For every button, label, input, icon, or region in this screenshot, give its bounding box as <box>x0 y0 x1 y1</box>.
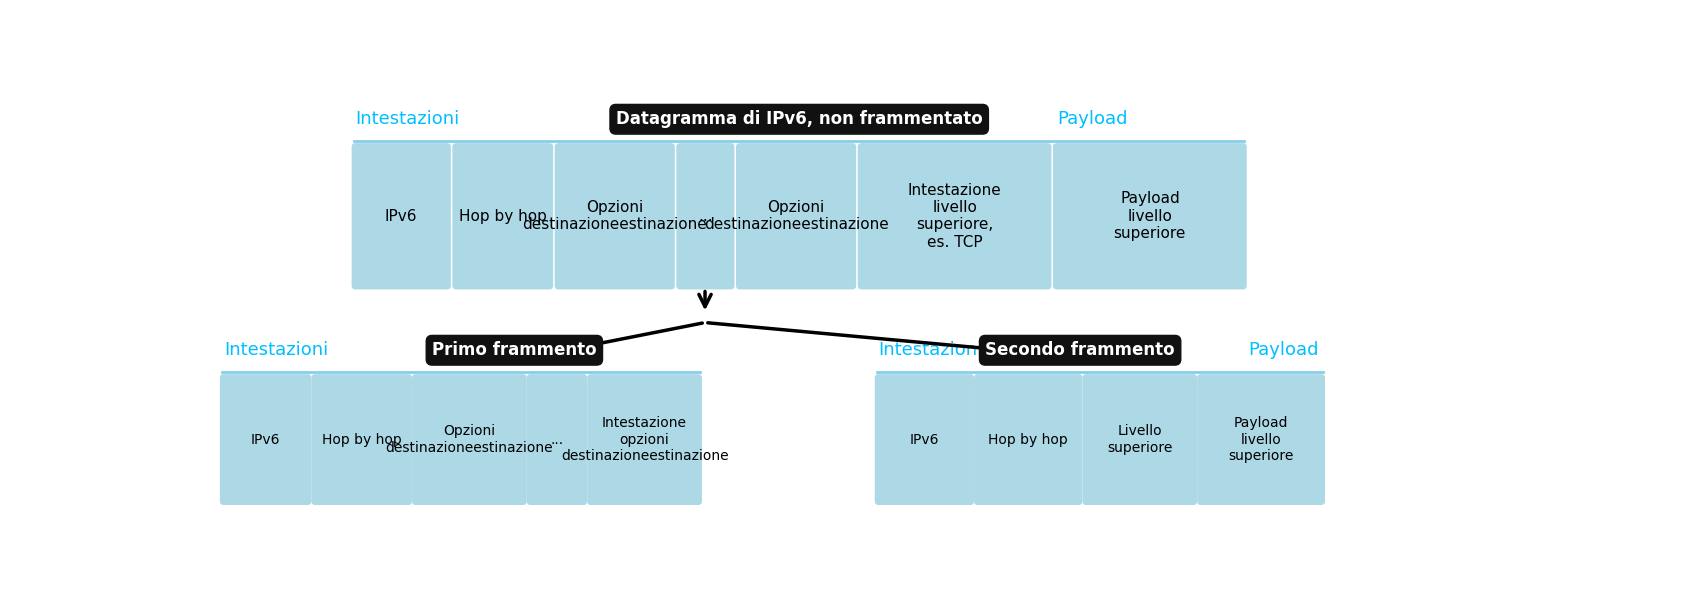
Text: Payload: Payload <box>1249 342 1319 359</box>
Text: Secondo frammento: Secondo frammento <box>986 342 1174 359</box>
Text: Opzioni
destinazioneestinazione: Opzioni destinazioneestinazione <box>704 200 889 232</box>
Text: ...: ... <box>697 209 713 224</box>
FancyBboxPatch shape <box>736 143 857 290</box>
Text: Hop by hop: Hop by hop <box>322 433 402 446</box>
FancyBboxPatch shape <box>857 143 1052 290</box>
FancyBboxPatch shape <box>1083 374 1196 505</box>
Text: Hop by hop: Hop by hop <box>458 209 546 224</box>
FancyBboxPatch shape <box>974 374 1083 505</box>
Text: Intestazione
livello
superiore,
es. TCP: Intestazione livello superiore, es. TCP <box>908 183 1001 250</box>
FancyBboxPatch shape <box>874 374 974 505</box>
FancyBboxPatch shape <box>587 374 703 505</box>
FancyBboxPatch shape <box>412 374 526 505</box>
FancyBboxPatch shape <box>1054 143 1247 290</box>
FancyBboxPatch shape <box>221 374 311 505</box>
Text: Primo frammento: Primo frammento <box>433 342 597 359</box>
Text: Intestazione
opzioni
destinazioneestinazione: Intestazione opzioni destinazioneestinaz… <box>560 417 728 462</box>
Text: IPv6: IPv6 <box>385 209 417 224</box>
FancyBboxPatch shape <box>555 143 675 290</box>
Text: IPv6: IPv6 <box>251 433 280 446</box>
FancyBboxPatch shape <box>453 143 553 290</box>
Text: Hop by hop: Hop by hop <box>988 433 1067 446</box>
Text: IPv6: IPv6 <box>910 433 938 446</box>
Text: Payload: Payload <box>1057 110 1127 128</box>
Text: ...: ... <box>550 433 563 446</box>
Text: Datagramma di IPv6, non frammentato: Datagramma di IPv6, non frammentato <box>616 110 983 128</box>
Text: Intestazioni: Intestazioni <box>224 342 328 359</box>
Text: Intestazioni: Intestazioni <box>355 110 460 128</box>
FancyBboxPatch shape <box>351 143 451 290</box>
Text: Payload
livello
superiore: Payload livello superiore <box>1229 417 1293 462</box>
Text: Intestazioni: Intestazioni <box>879 342 983 359</box>
Text: Opzioni
destinazioneestinazione: Opzioni destinazioneestinazione <box>523 200 708 232</box>
FancyBboxPatch shape <box>1196 374 1325 505</box>
FancyBboxPatch shape <box>311 374 412 505</box>
FancyBboxPatch shape <box>526 374 587 505</box>
Text: Payload
livello
superiore: Payload livello superiore <box>1113 191 1186 241</box>
Text: Livello
superiore: Livello superiore <box>1106 424 1173 455</box>
FancyBboxPatch shape <box>677 143 735 290</box>
Text: Opzioni
destinazioneestinazione: Opzioni destinazioneestinazione <box>385 424 553 455</box>
